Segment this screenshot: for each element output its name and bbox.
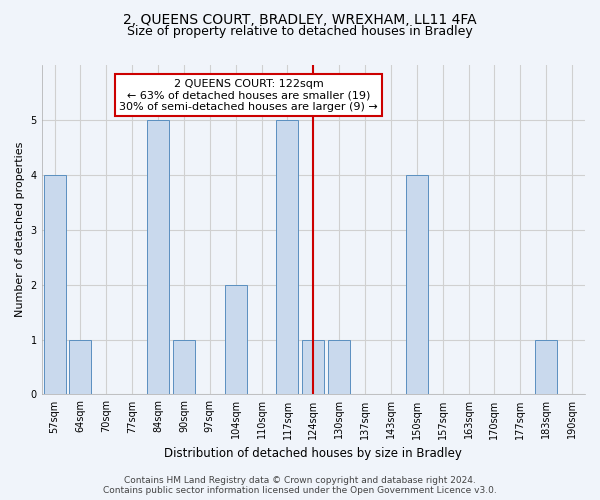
Bar — [225, 284, 247, 395]
Y-axis label: Number of detached properties: Number of detached properties — [15, 142, 25, 318]
Bar — [70, 340, 91, 394]
Text: Contains HM Land Registry data © Crown copyright and database right 2024.
Contai: Contains HM Land Registry data © Crown c… — [103, 476, 497, 495]
Bar — [44, 175, 65, 394]
Bar — [173, 340, 195, 394]
Text: 2 QUEENS COURT: 122sqm
← 63% of detached houses are smaller (19)
30% of semi-det: 2 QUEENS COURT: 122sqm ← 63% of detached… — [119, 78, 378, 112]
Bar — [277, 120, 298, 394]
Bar — [328, 340, 350, 394]
Bar — [302, 340, 325, 394]
Text: Size of property relative to detached houses in Bradley: Size of property relative to detached ho… — [127, 25, 473, 38]
Text: 2, QUEENS COURT, BRADLEY, WREXHAM, LL11 4FA: 2, QUEENS COURT, BRADLEY, WREXHAM, LL11 … — [123, 12, 477, 26]
Bar — [147, 120, 169, 394]
X-axis label: Distribution of detached houses by size in Bradley: Distribution of detached houses by size … — [164, 447, 462, 460]
Bar — [535, 340, 557, 394]
Bar — [406, 175, 428, 394]
